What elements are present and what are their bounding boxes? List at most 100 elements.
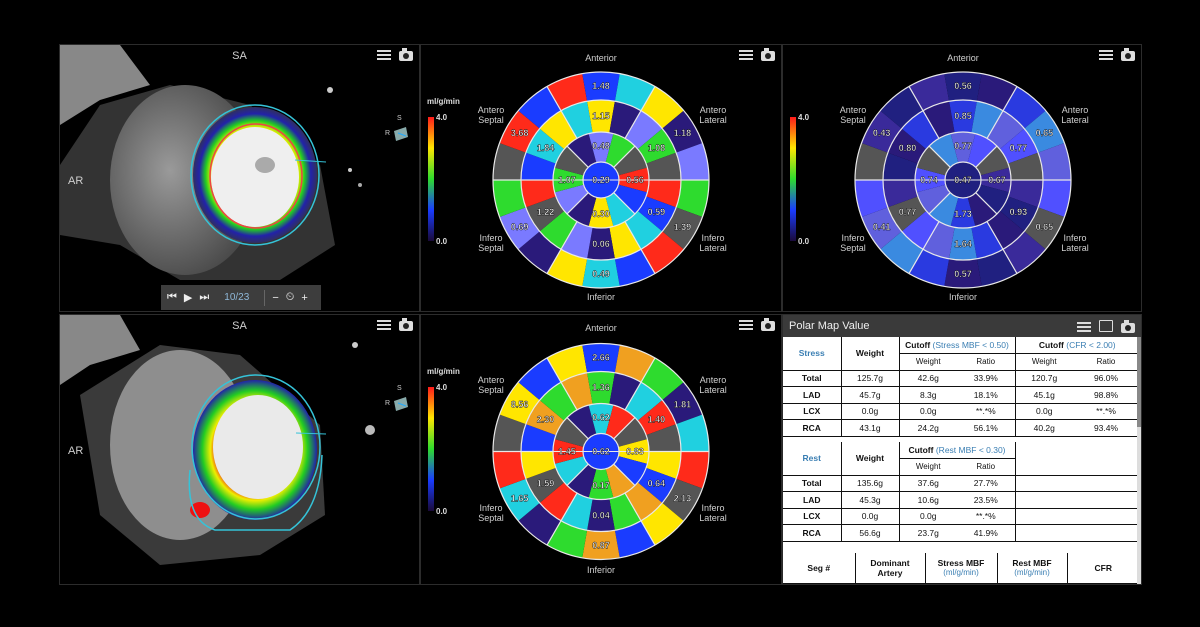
cell-mr: 56.1% — [957, 419, 1015, 437]
menu-icon[interactable] — [739, 50, 753, 60]
polar-heat-patch — [613, 184, 648, 214]
empty-cell — [1014, 524, 1139, 542]
polar-heat-patch — [554, 456, 589, 486]
color-scale-max: 4.0 — [436, 383, 448, 392]
cell-mr: **.*% — [957, 508, 1015, 525]
polar-map-stress[interactable]: 1.48 1.18 1.39 0.49 0.69 3.68 1.15 1.08 0.59 0.06… — [420, 44, 782, 312]
polar-heat-patch — [582, 72, 620, 102]
polar-map-rest[interactable]: 2.66 1.81 2.13 0.87 1.65 8.56 1.36 1.40 0.64 0.04… — [420, 314, 782, 585]
orientation-r: R — [385, 130, 391, 137]
segment-value-s4: 0.49 — [592, 269, 610, 279]
direction-antero-lateral: Antero Lateral — [699, 105, 727, 125]
polar-heat-patch — [625, 110, 663, 150]
polar-heat-patch — [855, 180, 888, 217]
cell-w: 0.0g — [840, 508, 899, 525]
menu-icon[interactable] — [377, 50, 391, 60]
cell-cw: 0.0g — [1014, 403, 1073, 420]
polar-heat-patch — [883, 180, 918, 208]
ct-viewport-rest[interactable]: SA AR S R — [59, 314, 420, 585]
segment-value-s4: 0.87 — [592, 541, 610, 551]
polar-heat-patch — [614, 520, 655, 558]
polar-heat-patch — [521, 152, 556, 180]
polar-heat-patch — [493, 180, 526, 217]
polar-heat-patch — [971, 221, 1003, 259]
segment-divider — [546, 221, 578, 274]
menu-icon[interactable] — [377, 320, 391, 330]
polar-heat-patch — [855, 143, 888, 180]
segment-divider — [546, 357, 578, 411]
polar-heat-patch — [499, 382, 540, 425]
polar-heat-patch — [554, 146, 589, 176]
direction-infero-septal: Infero Septal — [478, 503, 504, 523]
polar-map-cfr[interactable]: 0.56 0.65 0.65 0.57 0.41 0.43 0.85 0.77 0.93 1.64… — [782, 44, 1142, 312]
polar-heat-patch — [521, 424, 556, 452]
direction-infero-septal: Infero Septal — [478, 233, 504, 253]
color-scale-bar — [790, 117, 796, 241]
table-scroll-area[interactable]: Stress Weight Cutoff (Stress MBF < 0.50)… — [783, 337, 1139, 584]
menu-icon[interactable] — [1099, 50, 1113, 60]
orientation-cube-icon[interactable] — [392, 397, 410, 411]
polar-heat-patch — [923, 221, 955, 259]
segment-value-s11: 0.59 — [648, 207, 666, 217]
segment-value-s9: 0.77 — [899, 207, 917, 217]
polar-heat-patch — [967, 133, 997, 168]
segment-divider — [624, 221, 656, 274]
cell-name: Total — [783, 475, 841, 492]
polar-heat-patch — [676, 414, 709, 452]
camera-icon[interactable] — [761, 318, 775, 331]
segment-divider — [566, 417, 589, 440]
polar-heat-patch — [588, 197, 614, 228]
orientation-cube-icon[interactable] — [392, 127, 410, 141]
last-frame-button[interactable]: ⏭ — [199, 291, 210, 303]
camera-icon[interactable] — [1121, 320, 1135, 333]
segment-divider — [908, 221, 940, 274]
polar-heat-patch — [976, 73, 1017, 111]
cell-mw: 24.2g — [898, 419, 957, 437]
first-frame-button[interactable]: ⏮ — [167, 291, 177, 303]
cell-name: RCA — [783, 419, 841, 437]
polar-heat-patch — [662, 382, 703, 425]
table-row: Seg1LAD1.482.660.56 — [783, 583, 1139, 584]
segment-value-s10: 1.64 — [954, 239, 972, 249]
speed-increase-button[interactable]: + — [301, 291, 308, 304]
cell-w: 0.0g — [840, 403, 899, 420]
cell-cr: **.*% — [1073, 403, 1139, 420]
camera-icon[interactable] — [399, 318, 413, 331]
camera-icon[interactable] — [761, 48, 775, 61]
cell-cw: 40.2g — [1014, 419, 1073, 437]
polar-heat-patch — [613, 417, 648, 447]
segment-value-s17: 0.62 — [592, 447, 610, 457]
cell-mw: 10.6g — [898, 491, 957, 509]
color-scale-min: 0.0 — [436, 507, 448, 516]
polar-heat-patch — [567, 192, 597, 227]
orientation-label-ar: AR — [68, 445, 84, 457]
camera-icon[interactable] — [399, 48, 413, 61]
polar-heat-patch — [605, 192, 635, 227]
segment-value-s6: 1.18 — [674, 128, 692, 138]
segment-value-s9: 1.59 — [537, 479, 555, 489]
polar-heat-patch — [861, 110, 902, 153]
cine-player: ⏮ ▶ ⏭ 10/23 − ⏲ + — [161, 285, 321, 310]
cutoff-mbf-header: Cutoff (Stress MBF < 0.50) — [898, 337, 1015, 354]
ct-viewport-stress[interactable]: SA AR S R ⏮ ▶ ⏭ 10/23 − ⏲ + — [59, 44, 420, 312]
cell-cw: 45.1g — [1014, 386, 1073, 404]
menu-icon[interactable] — [1077, 322, 1091, 332]
polar-heat-patch — [949, 227, 977, 260]
orientation-s: S — [397, 385, 402, 392]
cell-w: 125.7g — [840, 370, 899, 387]
stress-mbf-header: Stress MBF (ml/g/min) — [924, 553, 997, 584]
polar-heat-patch — [1008, 180, 1043, 208]
speed-decrease-button[interactable]: − — [272, 291, 279, 304]
play-button[interactable]: ▶ — [183, 292, 193, 304]
color-scale-max: 4.0 — [798, 113, 810, 122]
table-scrollbar[interactable] — [1137, 337, 1141, 584]
camera-icon[interactable] — [1121, 48, 1135, 61]
polar-heat-patch — [547, 249, 588, 287]
menu-icon[interactable] — [739, 320, 753, 330]
polar-heat-patch — [539, 482, 577, 521]
cell-cr: 98.8% — [1073, 386, 1139, 404]
polar-heat-patch — [539, 110, 577, 150]
segment-divider — [928, 145, 951, 168]
segment-table: Seg # Dominant Artery Stress MBF (ml/g/mi… — [783, 553, 1139, 584]
export-icon[interactable] — [1099, 320, 1113, 332]
